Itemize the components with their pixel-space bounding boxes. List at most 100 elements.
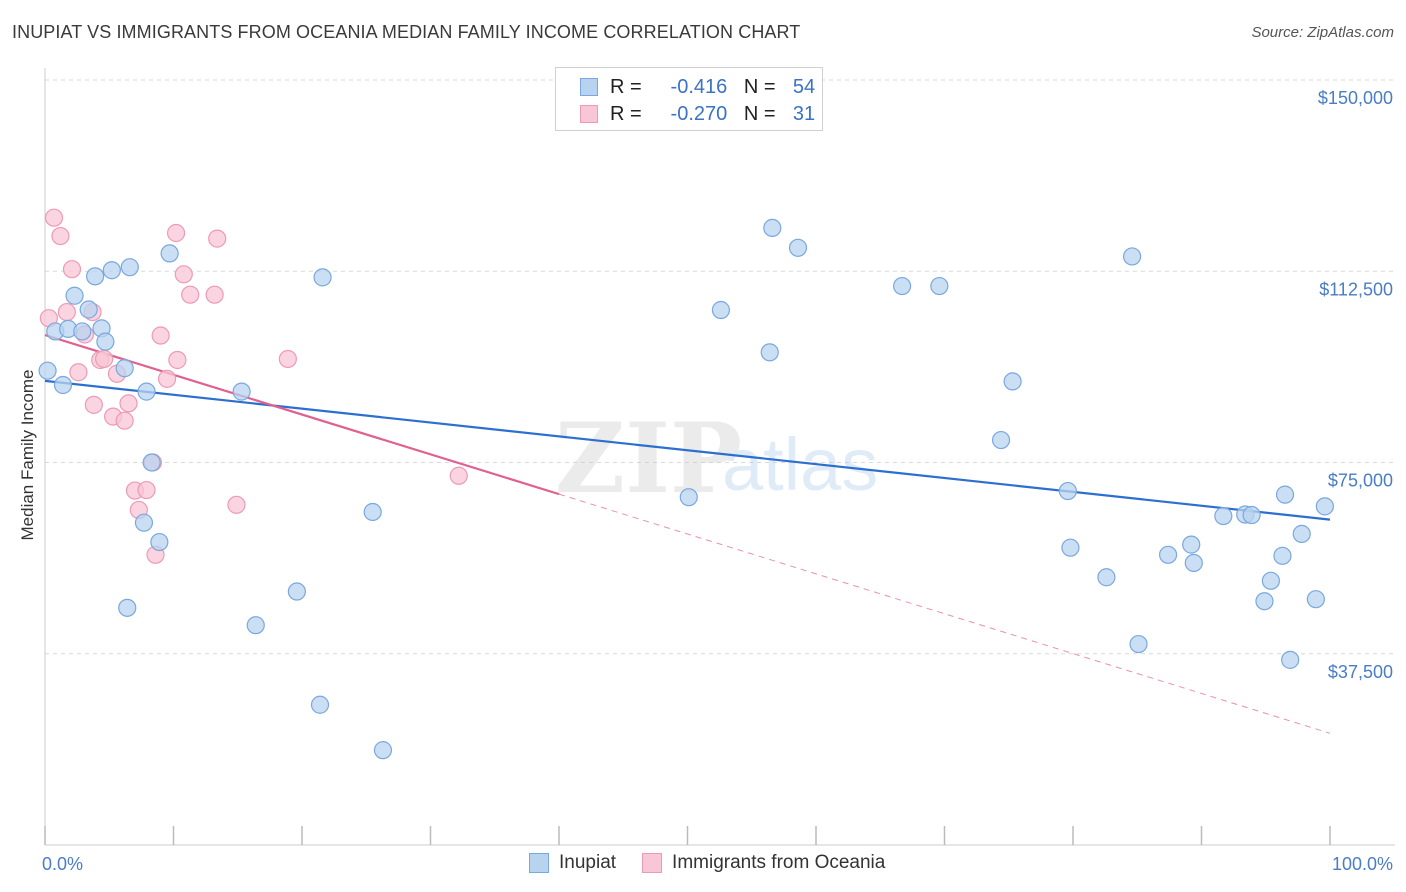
legend-r-value: -0.416 [670, 75, 728, 98]
legend-n-value: 31 [792, 102, 816, 125]
oceania-point [157, 369, 177, 388]
inupiat-point [711, 300, 731, 320]
inupiat-point [118, 598, 137, 617]
inupiat-point [1292, 524, 1311, 544]
inupiat-point [1129, 634, 1148, 654]
inupiat-point [363, 502, 382, 522]
oceania-point [115, 411, 134, 430]
y-tick-label: $37,500 [1328, 662, 1393, 682]
inupiat-point [892, 276, 912, 296]
inupiat-point [930, 276, 949, 296]
legend-n-label: N = [743, 75, 776, 98]
inupiat-point [115, 359, 134, 378]
oceania-trend-extension [558, 493, 1331, 734]
inupiat-point [73, 322, 92, 341]
inupiat-point [86, 267, 105, 286]
inupiat-point [1275, 485, 1295, 504]
inupiat-point [1182, 535, 1201, 554]
oceania-point [174, 265, 193, 284]
legend-row-inupiat: R = -0.416 N = 54 [580, 75, 815, 99]
x-tick-label: 0.0% [42, 854, 83, 874]
legend-swatch-inupiat [580, 78, 598, 96]
oceania-point [227, 495, 246, 514]
oceania-point [166, 223, 186, 243]
inupiat-point [79, 300, 98, 319]
inupiat-point [1123, 247, 1142, 266]
inupiat-point [120, 258, 139, 277]
oceania-point [62, 260, 82, 279]
inupiat-point [287, 582, 306, 601]
legend-swatch-oceania [580, 105, 598, 123]
inupiat-point [246, 616, 265, 635]
source-label: Source: ZipAtlas.com [1251, 24, 1394, 41]
inupiat-point [373, 741, 393, 760]
oceania-point [181, 285, 200, 304]
legend-swatch-inupiat [529, 853, 549, 873]
legend-row-oceania: R = -0.270 N = 31 [580, 102, 815, 126]
inupiat-point [1315, 497, 1334, 516]
inupiat-point [310, 695, 330, 714]
oceania-point [151, 326, 170, 345]
y-tick-label: $112,500 [1319, 279, 1393, 299]
legend-item-inupiat: Inupiat [529, 852, 616, 874]
inupiat-point [1255, 592, 1274, 611]
y-tick-label: $75,000 [1328, 471, 1393, 491]
legend-r-label: R = [610, 75, 642, 98]
inupiat-point [232, 382, 251, 401]
legend-item-oceania: Immigrants from Oceania [642, 852, 885, 874]
inupiat-point [102, 261, 121, 280]
inupiat-point [134, 513, 154, 532]
inupiat-point [1158, 545, 1178, 564]
data-points [38, 208, 1334, 760]
oceania-point [168, 350, 187, 370]
oceania-point [57, 302, 76, 322]
inupiat-point [150, 532, 169, 552]
x-tick-label: 100.0% [1332, 854, 1393, 874]
inupiat-point [1242, 505, 1261, 525]
inupiat-point [1097, 568, 1116, 587]
inupiat-point [1273, 546, 1292, 565]
inupiat-point [788, 238, 808, 257]
inupiat-point [96, 332, 115, 351]
oceania-point [44, 208, 64, 227]
x-tick-labels: 0.0% 100.0% [42, 854, 1393, 874]
inupiat-point [1184, 553, 1203, 573]
inupiat-trend-line [44, 379, 1331, 521]
axes [44, 68, 1395, 846]
inupiat-point [679, 488, 698, 507]
y-tick-labels: $37,500 $75,000 $112,500 $150,000 [1318, 88, 1393, 682]
legend-n-label: N = [743, 102, 776, 125]
inupiat-point [160, 244, 179, 263]
oceania-point [84, 395, 103, 414]
y-axis-label: Median Family Income [18, 369, 37, 540]
oceania-point [205, 285, 224, 304]
legend-label-oceania: Immigrants from Oceania [672, 852, 886, 873]
inupiat-point [137, 382, 156, 401]
inupiat-point [53, 375, 73, 395]
oceania-point [119, 394, 138, 413]
oceania-point [137, 480, 156, 500]
legend-n-value: 54 [792, 75, 816, 98]
inupiat-point [991, 430, 1011, 450]
inupiat-point [1261, 571, 1280, 590]
watermark-zip: ZIP [555, 402, 742, 515]
correlation-legend: R = -0.416 N = 54 R = -0.270 N = 31 [555, 67, 823, 131]
watermark: ZIP atlas [555, 402, 878, 515]
inupiat-point [1281, 650, 1300, 669]
legend-r-value: -0.270 [670, 102, 728, 125]
inupiat-point [38, 361, 57, 380]
inupiat-point [313, 268, 332, 287]
oceania-point [208, 229, 227, 248]
inupiat-point [1003, 372, 1022, 391]
legend-label-inupiat: Inupiat [559, 852, 617, 873]
inupiat-point [760, 343, 779, 362]
inupiat-point [763, 218, 782, 237]
oceania-point [51, 226, 70, 246]
inupiat-point [1214, 506, 1233, 526]
inupiat-point [1306, 590, 1325, 609]
chart-title: INUPIAT VS IMMIGRANTS FROM OCEANIA MEDIA… [12, 22, 801, 42]
legend-swatch-oceania [642, 853, 663, 873]
inupiat-point [65, 286, 84, 305]
inupiat-point [1058, 481, 1077, 501]
